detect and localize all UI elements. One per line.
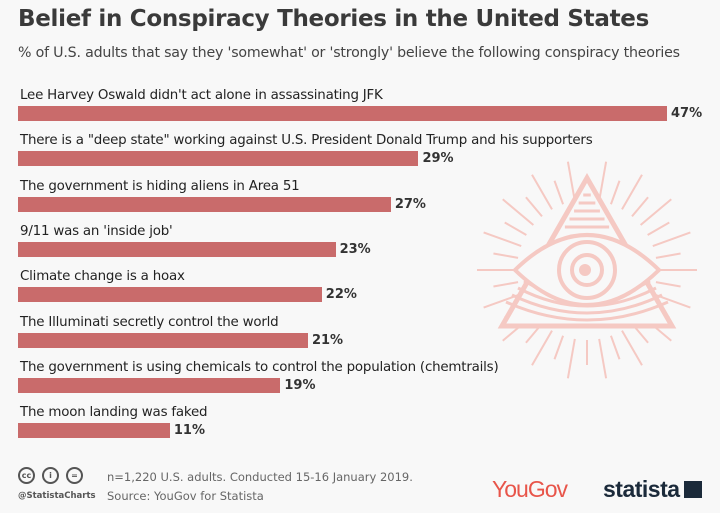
bar: [18, 106, 667, 121]
ray: [483, 231, 522, 247]
bar: [18, 332, 308, 348]
ray: [621, 330, 643, 366]
ray: [598, 338, 608, 379]
ray: [566, 338, 576, 379]
value-label: 22%: [325, 287, 357, 303]
ray: [531, 174, 553, 210]
value-label: 27%: [394, 196, 426, 212]
category-label: The Illuminati secretly control the worl…: [20, 314, 279, 330]
bar: [18, 151, 419, 167]
ray: [610, 180, 621, 205]
category-label: The moon landing was faked: [20, 405, 208, 421]
all-seeing-eye-icon: [477, 161, 697, 379]
by-icon: i: [42, 467, 59, 484]
footnote: n=1,220 U.S. adults. Conducted 15-16 Jan…: [107, 470, 413, 484]
value-label: 11%: [173, 423, 206, 439]
source: Source: YouGov for Statista: [107, 489, 264, 503]
ray: [598, 161, 608, 202]
value-label: 29%: [422, 151, 454, 167]
pupil: [579, 264, 591, 276]
bar: [18, 287, 322, 303]
statista-logo-mark-icon: [684, 481, 702, 498]
pyramid-arc: [511, 293, 663, 315]
category-label: Lee Harvey Oswald didn't act alone in as…: [20, 88, 383, 103]
ray: [502, 198, 535, 226]
ray: [639, 198, 672, 226]
ray: [493, 252, 519, 259]
ray: [610, 335, 621, 360]
category-label: Climate change is a hoax: [20, 269, 185, 285]
ray: [504, 221, 527, 236]
value-label: 21%: [311, 332, 344, 348]
nd-icon: =: [66, 467, 83, 484]
ray: [655, 281, 681, 288]
ray: [531, 330, 553, 366]
ray: [566, 161, 576, 202]
bar: [18, 241, 336, 257]
category-label: The government is using chemicals to con…: [20, 359, 499, 375]
iris: [557, 240, 617, 300]
ray: [553, 180, 564, 205]
value-label: 19%: [284, 377, 316, 393]
chart-title: Belief in Conspiracy Theories in the Uni…: [18, 6, 649, 32]
category-label: There is a "deep state" working against …: [20, 133, 593, 149]
chart-subtitle: % of U.S. adults that say they 'somewhat…: [18, 45, 680, 61]
pyramid-arc: [505, 300, 669, 322]
category-label: The government is hiding aliens in Area …: [20, 178, 300, 194]
yougov-logo: YouGov: [492, 476, 568, 502]
ray: [553, 335, 564, 360]
value-label: 47%: [671, 106, 703, 121]
ray: [652, 231, 691, 247]
statista-handle: @StatistaCharts: [18, 491, 96, 501]
cc-icon: cc: [18, 467, 35, 484]
ray: [631, 196, 649, 218]
statista-logo: statista: [603, 476, 680, 502]
ray: [493, 281, 519, 288]
value-label: 23%: [339, 241, 371, 257]
bar: [18, 196, 391, 212]
pupil-ring: [570, 253, 604, 287]
ray: [525, 196, 543, 218]
ray: [647, 221, 670, 236]
category-label: 9/11 was an 'inside job': [20, 223, 173, 239]
ray: [655, 252, 681, 259]
bar: [18, 377, 281, 393]
ray: [621, 174, 643, 210]
bar: [18, 423, 170, 439]
